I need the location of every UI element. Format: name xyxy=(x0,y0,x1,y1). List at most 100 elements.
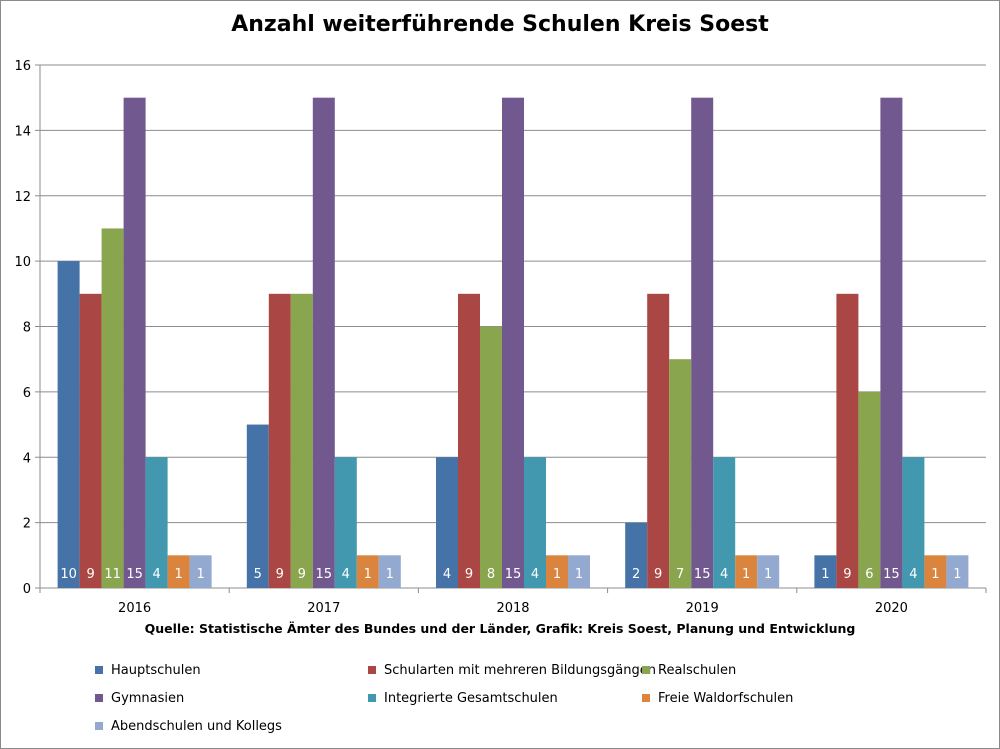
data-label: 15 xyxy=(694,567,711,582)
bar xyxy=(568,555,590,588)
legend-swatch xyxy=(95,666,103,674)
data-label: 8 xyxy=(487,567,495,582)
data-label: 10 xyxy=(60,567,77,582)
data-label: 9 xyxy=(465,567,473,582)
legend-swatch xyxy=(368,666,376,674)
data-label: 15 xyxy=(126,567,143,582)
data-label: 4 xyxy=(720,567,728,582)
y-tick-label: 14 xyxy=(14,124,31,139)
data-label: 9 xyxy=(654,567,662,582)
data-label: 1 xyxy=(821,567,829,582)
legend-label: Gymnasien xyxy=(111,690,185,706)
bar xyxy=(101,228,124,588)
bar xyxy=(145,457,168,588)
bar xyxy=(246,424,269,588)
bar xyxy=(924,555,947,588)
x-tick-label: 2019 xyxy=(686,601,719,616)
legend-label: Schularten mit mehreren Bildungsgängen xyxy=(384,662,657,678)
bar xyxy=(189,555,212,588)
legend-label: Integrierte Gesamtschulen xyxy=(384,690,558,706)
bar xyxy=(546,555,568,588)
data-label: 1 xyxy=(764,567,772,582)
legend-item: Abendschulen und Kollegs xyxy=(95,716,282,736)
bar xyxy=(123,97,146,588)
y-tick-label: 16 xyxy=(14,59,31,74)
bar xyxy=(902,457,925,588)
bar xyxy=(502,97,524,588)
legend-item: Hauptschulen xyxy=(95,660,201,680)
data-label: 1 xyxy=(364,567,372,582)
data-label: 15 xyxy=(316,567,333,582)
data-label: 1 xyxy=(174,567,182,582)
data-label: 1 xyxy=(953,567,961,582)
bar xyxy=(57,261,80,588)
data-label: 15 xyxy=(505,567,522,582)
legend-label: Freie Waldorfschulen xyxy=(658,690,794,706)
data-label: 11 xyxy=(104,567,121,582)
data-label: 15 xyxy=(883,567,900,582)
legend-label: Realschulen xyxy=(658,662,737,678)
data-label: 1 xyxy=(575,567,583,582)
data-label: 1 xyxy=(742,567,750,582)
data-label: 4 xyxy=(342,567,350,582)
bar xyxy=(691,97,714,588)
legend-item: Gymnasien xyxy=(95,688,184,708)
y-tick-label: 10 xyxy=(14,255,31,270)
legend-item: Freie Waldorfschulen xyxy=(642,688,793,708)
data-label: 4 xyxy=(443,567,451,582)
legend-swatch xyxy=(95,694,103,702)
source-note: Quelle: Statistische Ämter des Bundes un… xyxy=(144,621,856,636)
bar xyxy=(858,391,881,588)
data-label: 5 xyxy=(254,567,262,582)
bar xyxy=(757,555,780,588)
x-tick-label: 2020 xyxy=(875,601,908,616)
chart-title: Anzahl weiterführende Schulen Kreis Soes… xyxy=(231,12,769,37)
data-label: 1 xyxy=(386,567,394,582)
x-tick-label: 2017 xyxy=(307,601,340,616)
legend-swatch xyxy=(368,694,376,702)
legend-item: Schularten mit mehreren Bildungsgängen xyxy=(368,660,656,680)
y-tick-label: 2 xyxy=(23,517,31,532)
bar xyxy=(458,293,480,588)
data-label: 7 xyxy=(676,567,684,582)
legend-label: Abendschulen und Kollegs xyxy=(111,718,282,734)
data-label: 9 xyxy=(843,567,851,582)
data-label: 1 xyxy=(931,567,939,582)
bar xyxy=(647,293,670,588)
bar xyxy=(713,457,736,588)
bar xyxy=(79,293,102,588)
y-tick-label: 8 xyxy=(23,321,31,336)
x-tick-label: 2016 xyxy=(118,601,151,616)
y-tick-label: 12 xyxy=(14,190,31,205)
bar xyxy=(480,326,502,588)
bar xyxy=(836,293,859,588)
bar xyxy=(167,555,190,588)
data-label: 4 xyxy=(531,567,539,582)
legend-swatch xyxy=(642,694,650,702)
bar xyxy=(356,555,379,588)
bar xyxy=(880,97,903,588)
bar xyxy=(735,555,758,588)
data-label: 9 xyxy=(276,567,284,582)
bar xyxy=(290,293,313,588)
y-tick-label: 6 xyxy=(23,386,31,401)
data-label: 6 xyxy=(865,567,873,582)
data-label: 4 xyxy=(152,567,160,582)
bar xyxy=(334,457,357,588)
data-label: 2 xyxy=(632,567,640,582)
bar xyxy=(524,457,546,588)
legend-label: Hauptschulen xyxy=(111,662,201,678)
data-label: 1 xyxy=(196,567,204,582)
data-label: 1 xyxy=(553,567,561,582)
bar xyxy=(814,555,837,588)
legend-swatch xyxy=(95,722,103,730)
bar xyxy=(268,293,291,588)
bar xyxy=(436,457,458,588)
legend-item: Realschulen xyxy=(642,660,736,680)
bar xyxy=(625,522,648,588)
bar xyxy=(946,555,969,588)
y-tick-label: 0 xyxy=(23,582,31,597)
bar xyxy=(669,359,692,588)
legend-swatch xyxy=(642,666,650,674)
